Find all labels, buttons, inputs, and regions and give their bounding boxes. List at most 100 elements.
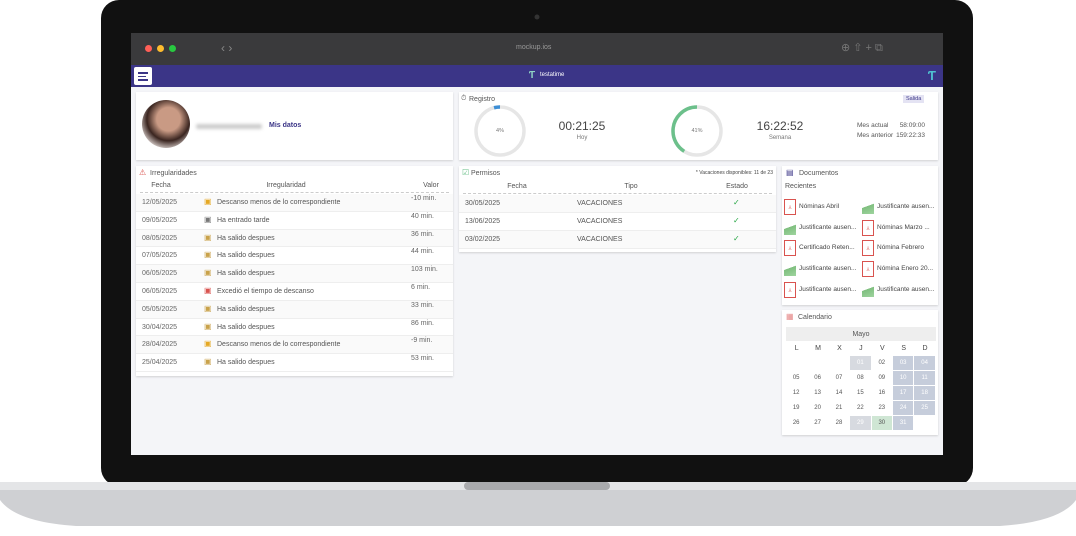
menu-button[interactable] <box>134 67 152 85</box>
day-cell[interactable]: 02 <box>871 356 892 370</box>
weekday: V <box>879 345 885 352</box>
day: 10 <box>899 375 907 381</box>
day-cell[interactable]: 08 <box>850 371 871 385</box>
table-row: 09/05/2025 ▣ Ha entrado tarde 40 min. <box>136 211 453 230</box>
document-item[interactable]: ⅄ Nóminas Abril <box>784 198 860 216</box>
table-row: 30/04/2025 ▣ Ha salido despues 86 min. <box>136 318 453 337</box>
table-row: 06/05/2025 ▣ Ha salido despues 103 min. <box>136 265 453 283</box>
day-cell[interactable]: 01 <box>850 356 871 370</box>
image-icon <box>784 221 796 235</box>
url[interactable]: mockup.ios <box>516 44 552 51</box>
row-icon: ▣ <box>204 250 212 260</box>
header-rule <box>140 192 449 193</box>
day-cell[interactable]: 25 <box>914 401 935 415</box>
document-item[interactable]: Justificante ausen... <box>862 281 938 299</box>
day-cell[interactable]: 23 <box>871 401 892 415</box>
document-name: Nóminas Abril <box>799 203 840 210</box>
day-cell[interactable]: 10 <box>893 371 914 385</box>
day-cell[interactable]: 13 <box>807 386 828 400</box>
time: 00:21:25 <box>558 119 606 133</box>
row-icon: ▣ <box>204 197 212 206</box>
document-name: Justificante ausen... <box>799 265 857 273</box>
day: 15 <box>857 390 864 396</box>
day-cell[interactable]: 09 <box>871 371 892 385</box>
registro-card: Registro ⏱ Salida 4% 00:21:25 Hoy 41% 16:22:52 S… <box>459 92 938 160</box>
column-header: Fecha <box>507 183 527 190</box>
day-cell[interactable]: 16 <box>871 386 892 400</box>
weekday: S <box>901 345 907 352</box>
day-cell[interactable]: 06 <box>807 371 828 385</box>
day-cell[interactable]: 27 <box>807 416 828 430</box>
summary-label: Mes anterior <box>857 132 894 139</box>
doc-icon: ▤ <box>786 168 794 177</box>
day-cell[interactable]: 26 <box>786 416 807 430</box>
document-name: Justificante ausen... <box>799 223 857 231</box>
document-item[interactable]: Justificante ausen... <box>784 219 860 237</box>
pdf-icon: ⅄ <box>862 219 874 236</box>
day-cell[interactable]: 24 <box>893 401 914 415</box>
cell-value: 40 min. <box>411 212 434 220</box>
column-header: Fecha <box>151 182 171 189</box>
day-cell[interactable]: 12 <box>786 386 807 400</box>
day: 27 <box>814 420 821 426</box>
day-cell[interactable]: 17 <box>893 386 914 400</box>
day-cell[interactable]: 07 <box>828 371 850 385</box>
summary-value: 159:22:33 <box>896 132 925 139</box>
month-header <box>786 327 936 341</box>
cell-text: Ha salido despues <box>217 270 275 278</box>
document-item[interactable]: ⅄ Nómina Febrero <box>862 239 938 257</box>
day-cell[interactable]: 29 <box>850 416 871 430</box>
check-icon: ☑ <box>462 168 470 177</box>
day: 06 <box>814 375 821 381</box>
day-cell[interactable]: 15 <box>850 386 871 400</box>
content: Mis datos Registro ⏱ Salida 4% 00:21:25 Hoy 41%… <box>131 87 943 455</box>
profile-link[interactable]: Mis datos <box>269 122 302 129</box>
cell-text: Descanso menos de lo correspondiente <box>217 199 341 206</box>
cell-value: 103 min. <box>411 266 438 274</box>
subtitle: Recientes <box>785 183 817 190</box>
day-cell[interactable]: 19 <box>786 401 807 415</box>
day-cell[interactable]: 11 <box>914 371 935 385</box>
cell-date: 03/02/2025 <box>465 236 501 243</box>
day-cell[interactable]: 04 <box>914 356 935 370</box>
salida-button[interactable]: Salida <box>903 95 925 103</box>
day: 18 <box>921 390 928 396</box>
day: 17 <box>899 390 907 396</box>
document-item[interactable]: ⅄ Nómina Enero 20... <box>862 260 938 278</box>
document-item[interactable]: Justificante ausen... <box>784 260 860 278</box>
profile-card: Mis datos <box>136 92 453 160</box>
cell-text: Ha salido despues <box>217 252 275 260</box>
day: 28 <box>835 420 843 426</box>
cell-date: 09/05/2025 <box>142 216 178 224</box>
day-cell[interactable]: 22 <box>850 401 871 415</box>
pdf-icon: ⅄ <box>862 240 874 257</box>
image-icon <box>862 201 874 214</box>
day-cell[interactable]: 20 <box>807 401 828 415</box>
day-cell[interactable]: 18 <box>914 386 935 400</box>
day-cell[interactable]: 31 <box>893 416 914 430</box>
document-item[interactable]: Justificante ausen... <box>862 198 938 216</box>
day-cell[interactable]: 03 <box>893 356 914 370</box>
time: 16:22:52 <box>756 119 804 133</box>
day-cell <box>807 356 828 370</box>
cell-date: 06/05/2025 <box>142 270 178 278</box>
cell-value: -9 min. <box>411 337 433 345</box>
document-name: Nómina Febrero <box>877 244 924 252</box>
document-item[interactable]: ⅄ Certificado Reten... <box>784 239 860 257</box>
document-item[interactable]: ⅄ Justificante ausen... <box>784 281 860 299</box>
gauge <box>671 105 723 157</box>
cell-text: Ha salido despues <box>217 305 275 313</box>
document-item[interactable]: ⅄ Nóminas Marzo ... <box>862 219 938 237</box>
cell-date: 05/05/2025 <box>142 305 178 313</box>
day-cell[interactable]: 30 <box>871 416 892 430</box>
weekday: L <box>794 345 799 352</box>
day-cell[interactable]: 21 <box>828 401 850 415</box>
card-title: Irregularidades <box>150 170 197 177</box>
day-cell[interactable]: 28 <box>828 416 850 430</box>
cell-text: Ha salido despues <box>217 234 275 242</box>
cell-date: 13/06/2025 <box>465 218 501 225</box>
app-header: Ƭ testatime Ƭ <box>131 65 943 87</box>
day-cell[interactable]: 05 <box>786 371 807 385</box>
day-cell[interactable]: 14 <box>828 386 850 400</box>
card-title: Registro <box>469 96 496 103</box>
